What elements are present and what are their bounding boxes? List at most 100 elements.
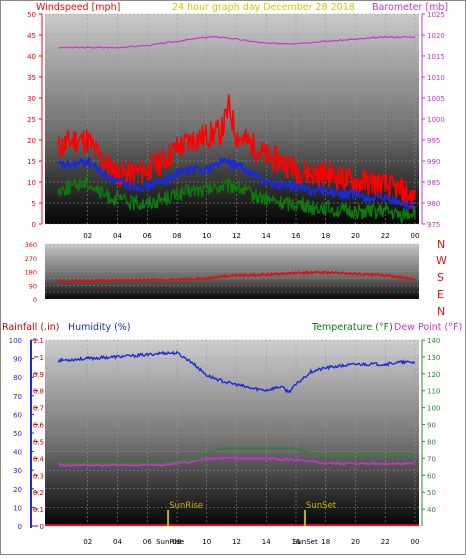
x-tick-label: 20 [351,538,360,546]
temperature-tick-label: 50 [427,489,436,497]
direction-tick-label: 180 [25,269,37,277]
temperature-y-axis: 40 50 60 70 80 90 100 110 120 130 140 [421,337,440,526]
rain-tick-label: 0.6 [33,422,45,430]
barometer-tick-label: 1010 [427,74,445,82]
humidity-tick-label: 50 [13,430,22,438]
humidity-tick-label: 100 [9,337,22,345]
x-tick-label: 10 [202,538,211,546]
humidity-tick-label: 30 [13,467,22,475]
compass-n-bottom: N [437,305,445,318]
windspeed-axis-label: Windspeed [mph] [36,2,120,13]
sunrise-axis-label: SunRise [156,538,184,546]
rain-tick-label: 0.2 [33,489,44,497]
rain-tick-label: 0.7 [33,405,44,413]
wind-tick-label: 5 [32,200,36,208]
humidity-tick-label: 0 [18,523,22,531]
compass-w: W [436,254,447,267]
wind-tick-label: 40 [27,53,36,61]
x-tick-label: 10 [202,232,211,240]
rain-tick-label: 0.5 [33,438,44,446]
x-tick-label: 04 [113,538,122,546]
x-tick-label: 18 [321,232,330,240]
bottom-x-axis: 02 04 06 08 10 12 14 16 18 20 22 00 [83,538,419,546]
rainfall-axis-label: Rainfall (.in) [2,322,59,333]
dewpoint-axis-label: Dew Point (°F) [394,322,462,333]
rain-tick-label: 0.9 [33,371,44,379]
temperature-tick-label: 70 [427,455,436,463]
rain-tick-label: 1 [40,354,44,362]
temperature-tick-label: 40 [427,506,436,514]
barometer-tick-label: 1000 [427,116,445,124]
x-tick-label: 16 [292,538,301,546]
humidity-tick-label: 80 [13,374,22,382]
barometer-tick-label: 990 [427,158,440,166]
wind-tick-label: 25 [27,116,36,124]
x-tick-label: 16 [292,232,301,240]
temperature-tick-label: 120 [427,371,440,379]
wind-direction-line [57,270,416,283]
rain-tick-label: 0.4 [33,455,45,463]
wind-tick-label: 45 [27,32,36,40]
dewpoint-line [57,456,416,468]
direction-series [57,270,416,283]
wind-tick-label: 30 [27,95,36,103]
direction-tick-label: 90 [29,282,37,290]
rain-tick-label: 0.1 [33,506,44,514]
humidity-tick-label: 60 [13,411,22,419]
x-tick-label: 12 [232,538,241,546]
wind-tick-label: 10 [27,179,36,187]
x-tick-label: 08 [173,538,182,546]
x-tick-label: 00 [411,232,420,240]
rain-tick-label: 1.1 [33,337,44,345]
x-tick-label: 22 [381,538,390,546]
temperature-tick-label: 90 [427,422,436,430]
direction-tick-label: 360 [25,241,37,249]
x-tick-label: 00 [411,538,420,546]
temperature-tick-label: 100 [427,405,440,413]
sun-markers: SunRise SunRise SunSet SunSet [156,501,337,546]
barometer-line [57,35,416,49]
wind-tick-label: 20 [27,137,36,145]
x-tick-label: 02 [83,232,92,240]
x-tick-label: 08 [173,232,182,240]
wind-tick-label: 50 [27,11,36,19]
temperature-axis-label: Temperature (°F) [311,322,393,333]
windspeed-min-line [57,176,416,224]
wind-y-axis: 0 5 10 15 20 25 30 35 40 45 50 [27,11,43,229]
direction-y-axis: 0 90 180 270 360 [25,241,37,304]
temperature-tick-label: 80 [427,438,436,446]
humidity-tick-label: 10 [13,504,22,512]
barometer-tick-label: 995 [427,137,440,145]
rainfall-y-axis: 0 0.1 0.2 0.3 0.4 0.5 0.6 0.7 0.8 0.9 1 1.1 [33,337,45,531]
temperature-tick-label: 140 [427,337,440,345]
compass-e: E [437,288,444,301]
x-tick-label: 14 [262,232,271,240]
compass-labels: N W S E N [436,238,447,318]
direction-plot-area [45,244,419,299]
x-tick-label: 02 [83,538,92,546]
temperature-line [58,447,415,465]
barometer-tick-label: 980 [427,200,440,208]
compass-s: S [437,271,444,284]
x-tick-label: 20 [351,232,360,240]
humidity-line [57,350,416,394]
windspeed-gust-line [57,93,416,210]
compass-n-top: N [437,238,445,251]
wind-gridlines [45,13,419,225]
barometer-tick-label: 1005 [427,95,445,103]
graph-date-title: 24 hour graph day December 28 2018 [172,2,355,13]
bottom-gridlines [45,339,419,527]
temperature-tick-label: 130 [427,354,440,362]
x-tick-label: 14 [262,538,271,546]
sunrise-label: SunRise [169,501,203,511]
rain-tick-label: 0 [40,523,44,531]
barometer-tick-label: 1025 [427,11,445,19]
wind-tick-label: 35 [27,74,36,82]
barometer-tick-label: 1020 [427,32,445,40]
barometer-y-axis: 975 980 985 990 995 1000 1005 1010 1015 1020 1025 [421,11,445,229]
temperature-tick-label: 60 [427,472,436,480]
barometer-axis-label: Barometer [mb] [372,2,448,13]
x-tick-label: 04 [113,232,122,240]
